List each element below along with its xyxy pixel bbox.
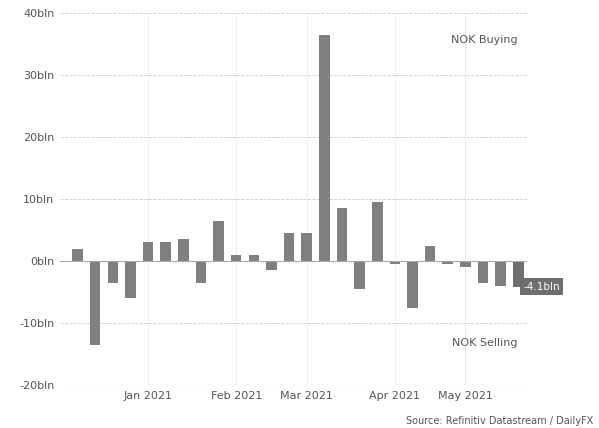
Bar (266, 261, 277, 270)
Bar (495, 261, 506, 286)
Bar (72, 249, 83, 261)
Bar (460, 261, 471, 267)
Bar (231, 255, 241, 261)
Bar (249, 255, 259, 261)
Bar (107, 261, 118, 283)
Bar (90, 261, 101, 345)
Bar (284, 233, 294, 261)
Bar (213, 221, 224, 261)
Bar (513, 261, 524, 286)
Bar (355, 261, 365, 289)
Text: Source: Refinitiv Datastream / DailyFX: Source: Refinitiv Datastream / DailyFX (406, 416, 593, 426)
Bar (425, 246, 435, 261)
Bar (178, 239, 189, 261)
Text: -4.1bln: -4.1bln (524, 282, 560, 291)
Bar (337, 208, 347, 261)
Bar (301, 233, 312, 261)
Bar (372, 202, 383, 261)
Bar (161, 243, 171, 261)
Bar (143, 243, 153, 261)
Bar (478, 261, 488, 283)
Bar (319, 35, 329, 261)
Text: NOK Buying: NOK Buying (451, 35, 518, 45)
Bar (125, 261, 136, 298)
Bar (196, 261, 206, 283)
Bar (389, 261, 400, 264)
Bar (407, 261, 418, 308)
Bar (443, 261, 453, 264)
Text: NOK Selling: NOK Selling (452, 338, 518, 348)
